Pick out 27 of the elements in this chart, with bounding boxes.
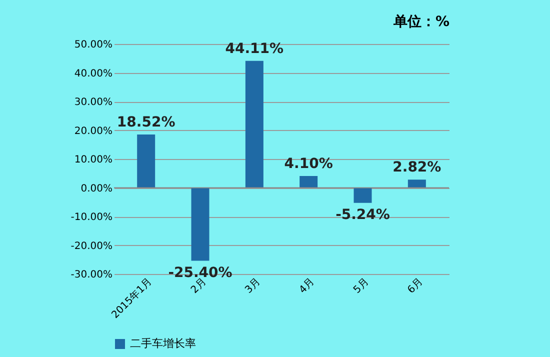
- y-tick-label: 50.00%: [74, 40, 112, 50]
- x-tick-label: 5月: [352, 276, 372, 296]
- y-tick-label: 20.00%: [74, 126, 112, 137]
- x-tick-label: 6月: [406, 276, 426, 296]
- bar: [300, 176, 318, 188]
- bar: [354, 188, 372, 203]
- y-tick-label: 0.00%: [80, 183, 112, 194]
- x-tick-label: 2月: [189, 276, 209, 296]
- bar: [137, 134, 156, 188]
- y-tick-label: 10.00%: [74, 154, 112, 166]
- y-tick-label: -10.00%: [70, 212, 112, 223]
- y-tick-label: 30.00%: [74, 97, 112, 108]
- x-tick-label: 4月: [298, 276, 317, 296]
- y-tick-label: -30.00%: [70, 270, 112, 280]
- legend-label: 二手车增长率: [130, 337, 196, 350]
- bar: [245, 60, 264, 188]
- data-label: 18.52%: [116, 114, 176, 131]
- data-label: 4.10%: [284, 156, 333, 172]
- bar: [408, 180, 426, 188]
- text: 单位：%: [392, 14, 450, 30]
- data-label: 44.11%: [225, 40, 284, 57]
- bar: [191, 188, 210, 261]
- data-label: 2.82%: [392, 160, 442, 176]
- x-tick-label: 3月: [243, 276, 263, 296]
- y-tick-label: -20.00%: [70, 240, 112, 252]
- data-label: -5.24%: [336, 206, 390, 223]
- y-tick-label: 40.00%: [74, 68, 112, 80]
